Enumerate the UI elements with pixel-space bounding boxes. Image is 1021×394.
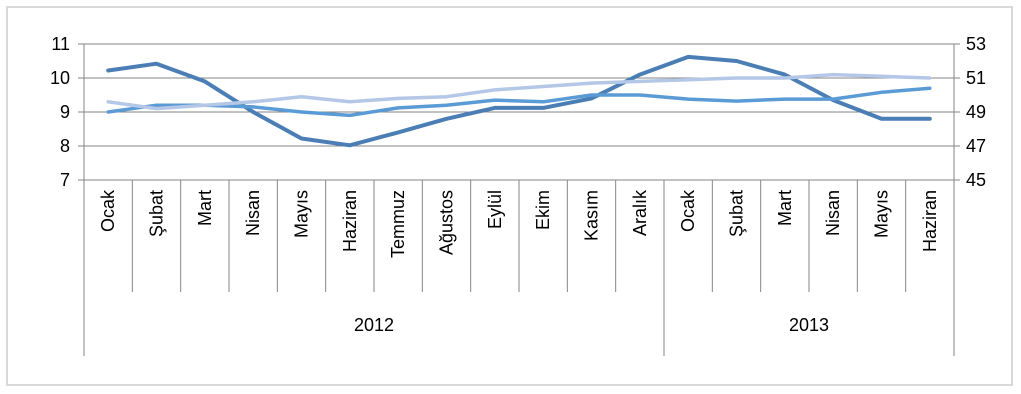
category-label: Nisan xyxy=(823,190,843,236)
y-tick-label-right: 45 xyxy=(966,170,986,190)
y-tick-label-left: 11 xyxy=(51,34,70,54)
y-tick-label-left: 7 xyxy=(60,170,70,190)
grid-lines xyxy=(84,43,954,181)
year-label: 2013 xyxy=(789,315,829,335)
year-label: 2012 xyxy=(354,315,394,335)
y-tick-label-left: 9 xyxy=(60,102,70,122)
category-label: Eylül xyxy=(485,190,505,229)
category-label: Mayıs xyxy=(872,190,892,238)
category-label: Mayıs xyxy=(292,190,312,238)
axis-labels: 7 8 9 10 11 45 47 49 51 53 Ocak Şubat Mart Nisan Mayıs… xyxy=(50,34,986,335)
y-tick-label-right: 49 xyxy=(966,102,986,122)
y-tick-label-left: 10 xyxy=(50,68,70,88)
series-line-3 xyxy=(106,72,932,111)
category-label: Haziran xyxy=(920,190,940,252)
category-label: Haziran xyxy=(340,190,360,252)
category-label: Ekim xyxy=(533,190,553,230)
category-label: Nisan xyxy=(243,190,263,236)
category-label: Kasım xyxy=(582,190,602,241)
category-label: Ocak xyxy=(678,189,698,232)
category-label: Mart xyxy=(195,190,215,226)
series-lines xyxy=(106,54,932,148)
y-tick-label-right: 51 xyxy=(966,68,986,88)
category-label: Temmuz xyxy=(388,190,408,258)
category-label: Şubat xyxy=(727,190,747,237)
category-label: Ağustos xyxy=(437,190,457,255)
y-tick-label-right: 53 xyxy=(966,34,986,54)
category-label: Ocak xyxy=(98,189,118,232)
axes xyxy=(78,43,960,356)
series-line-2 xyxy=(106,86,932,118)
category-label: Mart xyxy=(775,190,795,226)
category-label: Şubat xyxy=(147,190,167,237)
y-tick-label-left: 8 xyxy=(60,136,70,156)
y-tick-label-right: 47 xyxy=(966,136,986,156)
category-label: Aralık xyxy=(630,189,650,236)
